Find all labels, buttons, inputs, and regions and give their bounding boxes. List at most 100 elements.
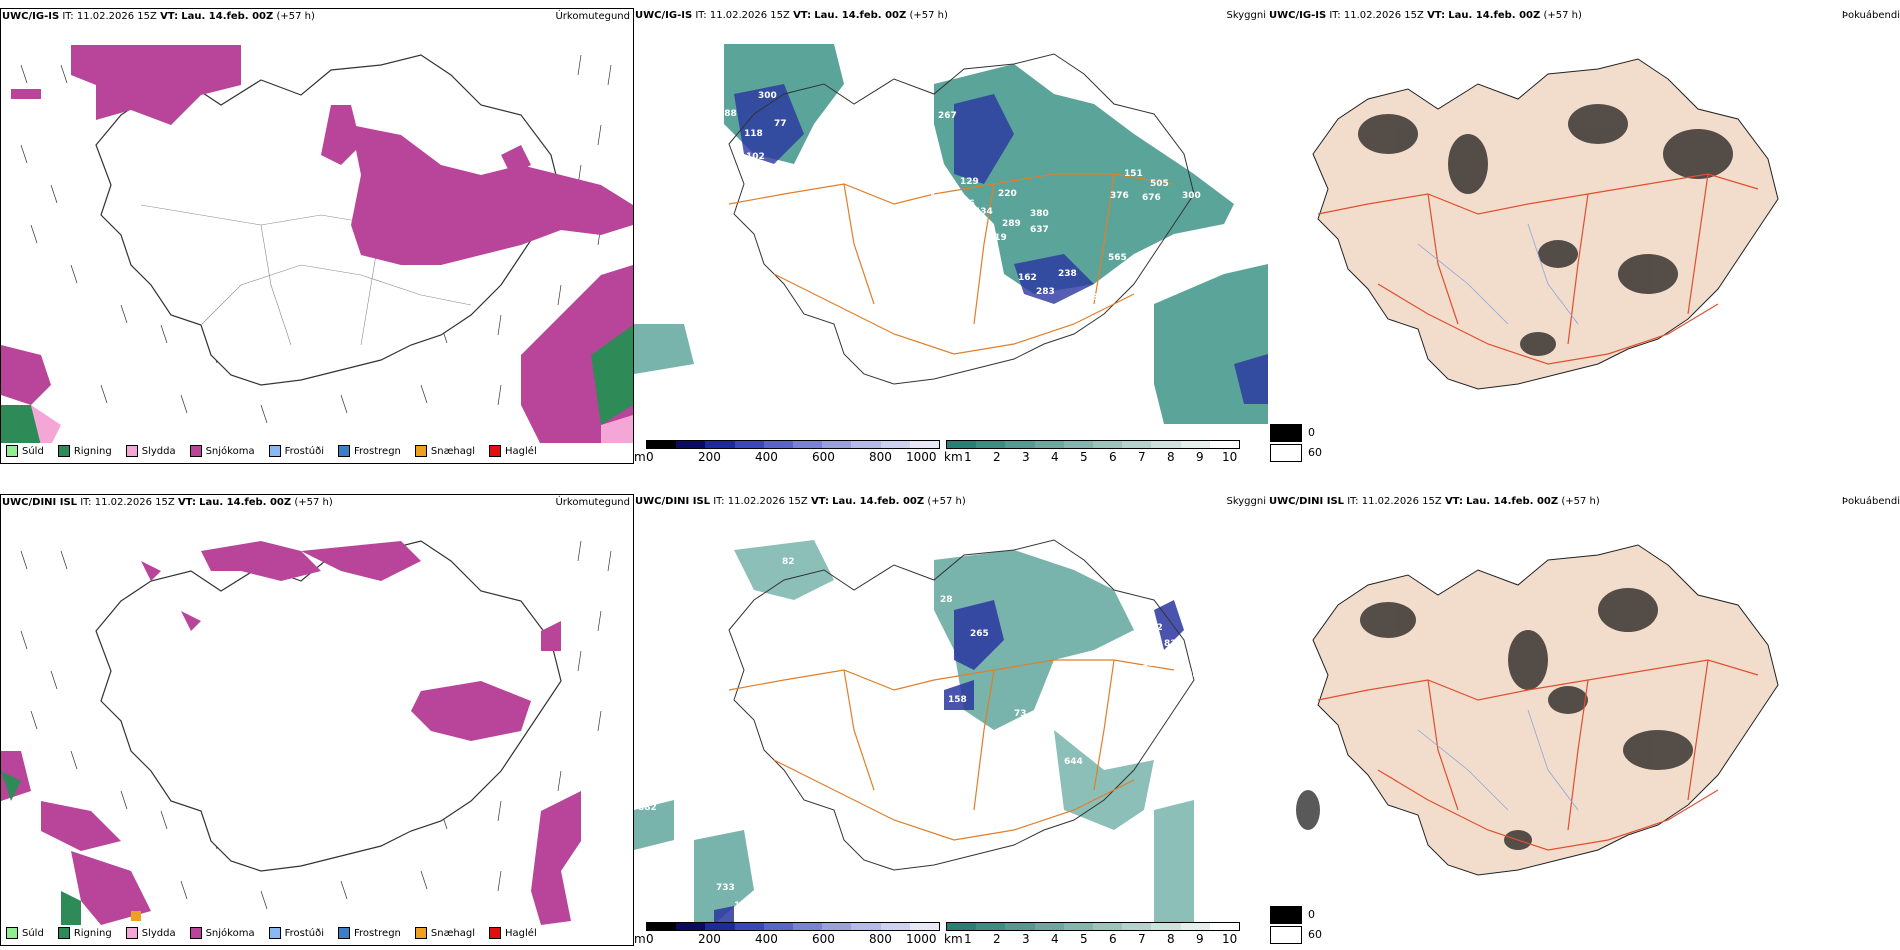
colorbar-step xyxy=(909,441,940,448)
cloud-base-label: 238 xyxy=(1058,269,1077,279)
cloud-base-label: 118 xyxy=(744,129,763,139)
legend-swatch xyxy=(489,927,502,939)
colorbar-tick: 1000 xyxy=(906,932,937,946)
legend-swatch xyxy=(189,445,202,457)
precip-panel-title: Úrkomutegund xyxy=(555,11,630,22)
cloud-base-label: 267 xyxy=(938,111,957,121)
fog-legend-top: 0 60 xyxy=(1268,420,1328,464)
colorbar-tick: 2 xyxy=(993,450,1001,464)
colorbar-tick: 200 xyxy=(698,450,721,464)
colorbar-step xyxy=(676,441,706,448)
rivers xyxy=(1417,709,1579,811)
colorbar-step xyxy=(976,923,1006,930)
legend-swatch xyxy=(338,927,350,939)
cloud-base-label: 151 xyxy=(1124,169,1143,179)
colorbar-step xyxy=(793,441,823,448)
legend-item: Slydda xyxy=(125,927,176,939)
colorbar-tick: 9 xyxy=(1196,450,1204,464)
cloud-base-label: 158 xyxy=(1142,659,1161,669)
cloud-base-label: 644 xyxy=(1064,757,1083,767)
colorbar-tick: 1 xyxy=(964,450,972,464)
colorbar-step xyxy=(947,923,977,930)
cloud-base-label: 288 xyxy=(1114,273,1133,283)
cloud-base-label: 220 xyxy=(998,189,1017,199)
cloud-header-bottom: UWC/DINI ISL IT: 11.02.2026 15Z VT: Lau.… xyxy=(635,496,1266,507)
cloud-base-label: 28 xyxy=(940,595,953,605)
cloudbase-colorbar-bottom: m 0 200 400 600 800 1000 km 1 2 3 4 5 6 … xyxy=(634,922,1268,946)
legend-swatch xyxy=(189,927,202,939)
colorbar-tick: 0 xyxy=(646,450,654,464)
colorbar-step xyxy=(1093,923,1123,930)
cloud-base-label: 733 xyxy=(716,883,735,893)
cloud-panel-top: UWC/IG-IS IT: 11.02.2026 15Z VT: Lau. 14… xyxy=(634,8,1268,464)
cloud-base-label: 144 xyxy=(948,257,967,267)
cloud-base-label: 188 xyxy=(718,109,737,119)
colorbar-tick: 600 xyxy=(812,932,835,946)
colorbar-tick: 6 xyxy=(1109,450,1117,464)
precip-map-bottom xyxy=(1,540,612,925)
legend-item: Frostúði xyxy=(268,927,324,939)
precip-legend-top: Súld Rigning Slydda Snjókoma Frostúði Fr… xyxy=(6,445,551,457)
cloud-base-label: 82 xyxy=(782,557,795,567)
colorbar-step xyxy=(647,441,677,448)
cloud-base-label: 505 xyxy=(1150,179,1169,189)
cloud-base-label: 77 xyxy=(774,119,787,129)
visibility-areas xyxy=(634,540,1194,924)
model-name: UWC/IG-IS xyxy=(2,11,60,22)
cloud-base-label: 283 xyxy=(1036,287,1055,297)
visibility-areas xyxy=(634,44,1268,424)
colorbar-tick: 800 xyxy=(869,932,892,946)
cloud-base-label: 565 xyxy=(1108,253,1127,263)
fog-header-bottom: UWC/DINI ISL IT: 11.02.2026 15Z VT: Lau.… xyxy=(1269,496,1900,507)
colorbar-tick: 400 xyxy=(755,450,778,464)
precip-header-bottom: UWC/DINI ISL IT: 11.02.2026 15Z VT: Lau.… xyxy=(2,497,630,508)
colorbar-step xyxy=(676,923,706,930)
legend-swatch xyxy=(125,445,138,457)
cloud-panel-bottom: UWC/DINI ISL IT: 11.02.2026 15Z VT: Lau.… xyxy=(634,494,1268,946)
cloud-base-label: 146 xyxy=(1064,303,1083,313)
cloud-base-label: 637 xyxy=(1030,225,1049,235)
legend-item: Súld xyxy=(6,927,44,939)
rain-areas xyxy=(1,325,633,443)
colorbar-tick: 800 xyxy=(869,450,892,464)
colorbar-step xyxy=(1180,441,1210,448)
colorbar-step xyxy=(1122,441,1152,448)
cloud-base-label: 882 xyxy=(638,803,657,813)
colorbar-tick: 1000 xyxy=(906,450,937,464)
legend-item: Snæhagl xyxy=(414,445,475,457)
legend-swatch xyxy=(338,445,350,457)
legend-item: Slydda xyxy=(125,445,176,457)
colorbar-step xyxy=(647,923,677,930)
cloud-base-labels: 82 68 28 265 158 387 73 499 644 452 833 … xyxy=(638,557,1199,911)
colorbar-step xyxy=(1034,441,1064,448)
precip-map-top xyxy=(1,45,633,443)
cloud-base-label: 428 xyxy=(674,851,693,861)
precip-panel-bottom: UWC/DINI ISL IT: 11.02.2026 15Z VT: Lau.… xyxy=(0,494,634,946)
legend-item: Frostregn xyxy=(338,927,401,939)
colorbar-step xyxy=(880,923,910,930)
colorbar-step xyxy=(734,441,764,448)
colorbar-tick: 600 xyxy=(812,450,835,464)
low-cloud-areas xyxy=(734,84,1268,404)
colorbar-step xyxy=(880,441,910,448)
colorbar-step xyxy=(705,923,735,930)
colorbar-tick: 6 xyxy=(1109,932,1117,946)
colorbar-tick: 3 xyxy=(1022,932,1030,946)
fog-map-top xyxy=(1312,58,1779,390)
legend-swatch xyxy=(125,927,138,939)
legend-item: Snjókoma xyxy=(189,445,255,457)
cloud-base-label: 289 xyxy=(1002,219,1021,229)
iceland-landmass xyxy=(1312,544,1779,876)
iceland-outline xyxy=(728,53,1195,385)
precip-legend-bottom: Súld Rigning Slydda Snjókoma Frostúði Fr… xyxy=(6,927,551,939)
legend-item: Snjókoma xyxy=(189,927,255,939)
colorbar-step xyxy=(1005,923,1035,930)
cloud-base-label: 206 xyxy=(956,199,975,209)
cloud-base-label: 499 xyxy=(1052,711,1071,721)
colorbar-unit: km xyxy=(944,450,963,464)
snowfall-areas xyxy=(1,45,633,443)
legend-item: Frostúði xyxy=(268,445,324,457)
fog-swatch xyxy=(1270,444,1302,462)
low-cloud-areas xyxy=(714,600,1184,924)
legend-swatch xyxy=(489,445,502,457)
